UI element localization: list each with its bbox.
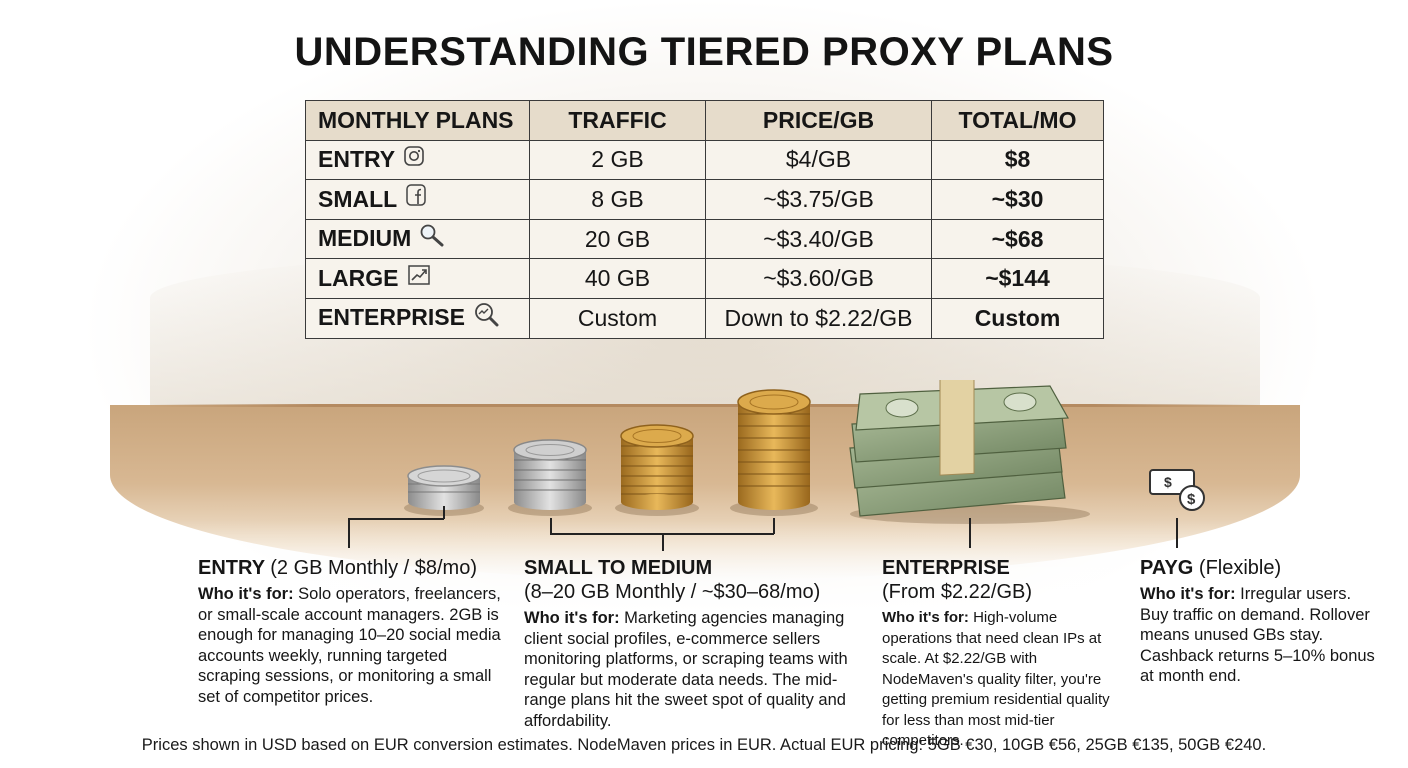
price-cell: ~$3.40/GB: [705, 218, 932, 260]
small-medium-title-detail: (8–20 GB Monthly / ~$30–68/mo): [524, 581, 821, 603]
connector-small-medium-left: [550, 518, 552, 534]
connector-payg: [1176, 518, 1178, 548]
bottom-fade: [0, 520, 1408, 768]
cash-bundle-stack: [849, 380, 1090, 524]
payg-description: Who it's for: Irregular users. Buy traff…: [1140, 584, 1375, 687]
payg-info-block: PAYG (Flexible) Who it's for: Irregular …: [1140, 556, 1375, 687]
plan-cell: MEDIUM: [305, 218, 530, 260]
header-monthly-plans: MONTHLY PLANS: [305, 100, 530, 141]
small-medium-title: SMALL TO MEDIUM: [524, 557, 713, 579]
table-header-row: MONTHLY PLANS TRAFFIC PRICE/GB TOTAL/MO: [305, 100, 1104, 141]
traffic-cell: 8 GB: [529, 179, 706, 220]
page-title: UNDERSTANDING TIERED PROXY PLANS: [294, 30, 1114, 74]
connector-small-medium-right: [773, 518, 775, 534]
table-row-large: LARGE 40 GB ~$3.60/GB ~$144: [305, 258, 1104, 299]
table-row-small: SMALL 8 GB ~$3.75/GB ~$30: [305, 179, 1104, 220]
payg-heading: PAYG (Flexible): [1140, 556, 1375, 580]
table-row-enterprise: ENTERPRISE Custom Down to $2.22/GB Custo…: [305, 297, 1104, 339]
plan-name: SMALL: [318, 185, 398, 212]
total-cell: $8: [931, 139, 1104, 181]
enterprise-who-label: Who it's for:: [882, 609, 969, 626]
instagram-icon: [403, 145, 425, 173]
enterprise-title-detail: (From $2.22/GB): [882, 581, 1033, 603]
plan-name: LARGE: [318, 265, 399, 292]
connector-small-medium-mid: [662, 533, 664, 551]
entry-body: Solo operators, freelancers, or small-sc…: [198, 585, 501, 706]
plan-cell: ENTRY: [305, 139, 530, 181]
enterprise-title: ENTERPRISE: [882, 557, 1010, 579]
plan-cell: ENTERPRISE: [305, 297, 530, 339]
svg-text:$: $: [1187, 491, 1196, 508]
plan-cell: SMALL: [305, 179, 530, 220]
price-cell: ~$3.60/GB: [705, 258, 932, 299]
coins-and-cash-illustration: $ $: [404, 380, 1205, 524]
enterprise-description: Who it's for: High-volume operations tha…: [882, 608, 1130, 752]
payg-body: Irregular users. Buy traffic on demand. …: [1140, 585, 1375, 686]
gold-coin-stack-large: [730, 389, 818, 516]
total-cell: ~$144: [931, 258, 1104, 299]
small-medium-description: Who it's for: Marketing agencies managin…: [524, 608, 860, 732]
svg-text:$: $: [1164, 474, 1172, 490]
entry-heading: ENTRY (2 GB Monthly / $8/mo): [198, 556, 508, 580]
traffic-cell: 40 GB: [529, 258, 706, 299]
header-total-per-month: TOTAL/MO: [931, 100, 1104, 141]
connector-entry-up: [443, 506, 445, 519]
entry-description: Who it's for: Solo operators, freelancer…: [198, 584, 508, 708]
entry-who-label: Who it's for:: [198, 585, 294, 603]
payg-title-detail: (Flexible): [1198, 557, 1282, 579]
connector-enterprise: [969, 518, 971, 548]
entry-title-detail: (2 GB Monthly / $8/mo): [270, 557, 477, 579]
plan-name: ENTERPRISE: [318, 303, 465, 330]
search-analytics-icon: [473, 301, 499, 333]
header-traffic: TRAFFIC: [529, 100, 706, 141]
plan-cell: LARGE: [305, 258, 530, 299]
table-edge: [150, 404, 1260, 407]
enterprise-body: High-volume operations that need clean I…: [882, 609, 1110, 749]
footnote: Prices shown in USD based on EUR convers…: [141, 736, 1267, 754]
payg-who-label: Who it's for:: [1140, 585, 1236, 603]
facebook-icon: [405, 183, 427, 213]
total-cell: Custom: [931, 297, 1104, 339]
pricing-table: MONTHLY PLANS TRAFFIC PRICE/GB TOTAL/MO …: [305, 100, 1104, 339]
magnifier-icon: [419, 223, 445, 253]
plan-name: ENTRY: [318, 146, 396, 173]
entry-info-block: ENTRY (2 GB Monthly / $8/mo) Who it's fo…: [198, 556, 508, 708]
price-cell: ~$3.75/GB: [705, 179, 932, 220]
plan-name: MEDIUM: [318, 225, 412, 252]
traffic-cell: Custom: [529, 297, 706, 339]
price-cell: Down to $2.22/GB: [705, 297, 932, 339]
trend-chart-icon: [407, 264, 431, 292]
entry-title: ENTRY: [198, 557, 265, 579]
small-medium-body: Marketing agencies managing client socia…: [524, 609, 848, 730]
gold-coin-stack-medium: [615, 424, 699, 516]
traffic-cell: 20 GB: [529, 218, 706, 260]
enterprise-info-block: ENTERPRISE (From $2.22/GB) Who it's for:…: [882, 556, 1130, 752]
table-row-medium: MEDIUM 20 GB ~$3.40/GB ~$68: [305, 218, 1104, 260]
connector-entry: [348, 518, 350, 548]
connector-entry-h: [348, 518, 444, 520]
small-medium-info-block: SMALL TO MEDIUM (8–20 GB Monthly / ~$30–…: [524, 556, 860, 732]
price-cell: $4/GB: [705, 139, 932, 181]
payg-title: PAYG: [1140, 557, 1194, 579]
payg-cash-icon: $ $: [1149, 469, 1205, 511]
total-cell: ~$30: [931, 179, 1104, 220]
header-price-per-gb: PRICE/GB: [705, 100, 932, 141]
small-medium-who-label: Who it's for:: [524, 609, 620, 627]
traffic-cell: 2 GB: [529, 139, 706, 181]
table-row-entry: ENTRY 2 GB $4/GB $8: [305, 139, 1104, 181]
silver-coin-stack-medium: [508, 439, 592, 516]
total-cell: ~$68: [931, 218, 1104, 260]
